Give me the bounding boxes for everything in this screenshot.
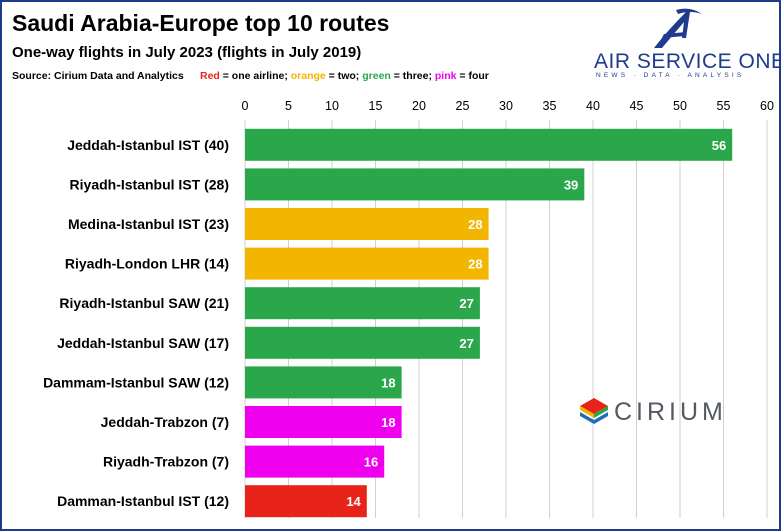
x-tick-label: 45 xyxy=(630,99,644,113)
x-tick-label: 35 xyxy=(543,99,557,113)
data-label: 39 xyxy=(564,177,578,192)
x-tick-label: 60 xyxy=(760,99,774,113)
category-label: Jeddah-Istanbul IST (40) xyxy=(67,137,229,153)
bar xyxy=(245,128,733,161)
data-label: 27 xyxy=(459,336,473,351)
aso-name: AIR SERVICE ONE xyxy=(594,50,781,73)
aso-tagline: NEWS · DATA · ANALYSIS xyxy=(596,72,745,79)
color-legend: Red = one airline; orange = two; green =… xyxy=(200,70,489,82)
cirium-name: CIRIUM xyxy=(614,398,727,426)
cirium-logo: CIRIUM xyxy=(578,392,723,432)
legend-pink: pink xyxy=(434,70,457,82)
source-note: Source: Cirium Data and Analytics xyxy=(12,70,184,82)
category-label: Riyadh-Trabzon (7) xyxy=(103,454,229,470)
bar xyxy=(245,326,480,359)
category-label: Riyadh-Istanbul IST (28) xyxy=(70,176,229,192)
data-label: 28 xyxy=(468,257,482,272)
aso-a-icon xyxy=(654,8,702,48)
x-tick-label: 50 xyxy=(673,99,687,113)
data-label: 14 xyxy=(346,494,361,509)
x-tick-label: 25 xyxy=(456,99,470,113)
chart-subtitle: One-way flights in July 2023 (flights in… xyxy=(12,44,362,61)
category-label: Dammam-Istanbul SAW (12) xyxy=(43,374,229,390)
category-label: Jeddah-Istanbul SAW (17) xyxy=(57,335,229,351)
legend-red-text: = one airline; xyxy=(219,70,291,82)
category-label: Jeddah-Trabzon (7) xyxy=(101,414,229,430)
bar xyxy=(245,168,585,201)
chart-title: Saudi Arabia-Europe top 10 routes xyxy=(12,10,390,36)
x-tick-label: 40 xyxy=(586,99,600,113)
cirium-mark-icon xyxy=(580,398,608,424)
legend-pink-text: = four xyxy=(456,70,489,82)
category-label: Damman-Istanbul IST (12) xyxy=(57,493,229,509)
category-label: Medina-Istanbul IST (23) xyxy=(68,216,229,232)
legend-orange: orange xyxy=(290,70,326,82)
data-label: 56 xyxy=(712,138,726,153)
x-tick-label: 20 xyxy=(412,99,426,113)
data-label: 27 xyxy=(459,296,473,311)
legend-green-text: = three; xyxy=(390,70,435,82)
bar xyxy=(245,247,489,280)
legend-green: green xyxy=(362,70,391,82)
air-service-one-logo: AIR SERVICE ONE NEWS · DATA · ANALYSIS xyxy=(590,8,781,80)
data-label: 18 xyxy=(381,375,395,390)
x-tick-label: 10 xyxy=(325,99,339,113)
x-tick-label: 5 xyxy=(285,99,292,113)
bar xyxy=(245,366,402,399)
x-tick-label: 55 xyxy=(717,99,731,113)
bar xyxy=(245,485,367,518)
x-tick-label: 0 xyxy=(242,99,249,113)
category-label: Riyadh-Istanbul SAW (21) xyxy=(59,295,229,311)
x-tick-label: 30 xyxy=(499,99,513,113)
data-label: 28 xyxy=(468,217,482,232)
legend-red: Red xyxy=(200,70,220,82)
bar xyxy=(245,287,480,320)
category-label: Riyadh-London LHR (14) xyxy=(65,256,229,272)
bar xyxy=(245,208,489,240)
data-label: 16 xyxy=(364,455,378,470)
bar xyxy=(245,406,402,438)
bar xyxy=(245,445,385,478)
data-label: 18 xyxy=(381,415,395,430)
x-tick-label: 15 xyxy=(369,99,383,113)
legend-orange-text: = two; xyxy=(325,70,363,82)
